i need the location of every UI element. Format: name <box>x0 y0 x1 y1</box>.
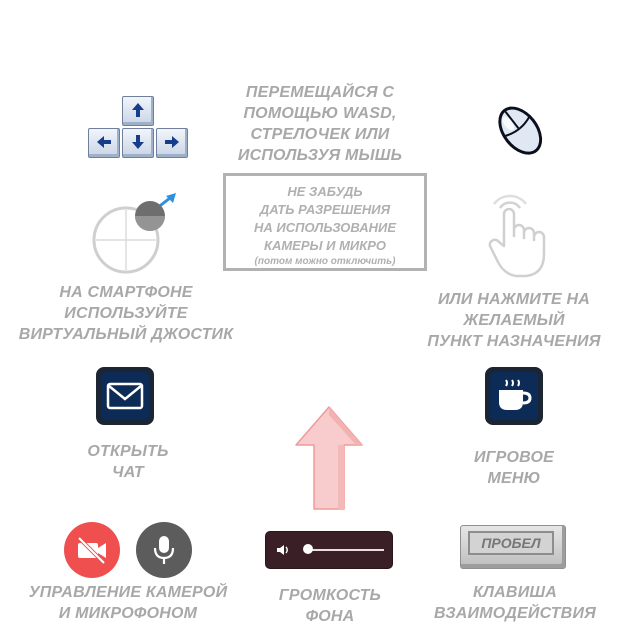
move-line-2: ПОМОЩЬЮ WASD, <box>243 105 397 122</box>
arrow-left-key <box>88 128 120 158</box>
move-line-4: ИСПОЛЬЗУЯ МЫШЬ <box>237 147 403 164</box>
spacebar-label: ПРОБЕЛ <box>468 531 554 555</box>
volume-slider-knob[interactable] <box>303 544 313 554</box>
joystick-line-1: НА СМАРТФОНЕ <box>59 284 193 301</box>
consent-note: (потом можно отключить) <box>254 256 396 267</box>
spacebar-key: ПРОБЕЛ <box>460 525 566 569</box>
interact-line-1: КЛАВИША <box>472 584 558 601</box>
coffee-cup-icon <box>499 379 532 410</box>
arrow-right-key <box>156 128 188 158</box>
arrow-up-key <box>122 96 154 126</box>
move-line-3: СТРЕЛОЧЕК ИЛИ <box>250 126 390 143</box>
volume-slider-track[interactable] <box>303 544 384 554</box>
menu-line-1: ИГРОВОЕ <box>473 449 555 466</box>
speaker-icon <box>277 545 288 555</box>
menu-label: ИГРОВОЕ МЕНЮ <box>454 447 574 489</box>
consent-line-2: ДАТЬ РАЗРЕШЕНИЯ <box>259 202 391 217</box>
consent-line-4: КАМЕРЫ И МИКРО <box>263 238 387 253</box>
joystick-line-3: ВИРТУАЛЬНЫЙ ДЖОСТИК <box>18 326 234 343</box>
media-line-1: УПРАВЛЕНИЕ КАМЕРОЙ <box>28 584 228 601</box>
mouse-icon <box>498 106 543 155</box>
background-volume-control[interactable] <box>266 532 392 568</box>
microphone-toggle-button[interactable] <box>136 522 192 578</box>
tap-instructions: ИЛИ НАЖМИТЕ НА ЖЕЛАЕМЫЙ ПУНКТ НАЗНАЧЕНИЯ <box>404 289 624 352</box>
tap-line-1: ИЛИ НАЖМИТЕ НА <box>437 291 591 308</box>
joystick-instructions: НА СМАРТФОНЕ ИСПОЛЬЗУЙТЕ ВИРТУАЛЬНЫЙ ДЖО… <box>4 282 248 345</box>
camera-off-icon <box>77 536 106 565</box>
media-line-2: И МИКРОФОНОМ <box>58 605 198 622</box>
chat-label: ОТКРЫТЬ ЧАТ <box>68 441 188 483</box>
consent-line-1: НЕ ЗАБУДЬ <box>287 184 363 199</box>
chat-line-2: ЧАТ <box>112 464 144 481</box>
up-arrow-icon <box>295 406 363 510</box>
volume-line-1: ГРОМКОСТЬ <box>278 587 382 604</box>
volume-label: ГРОМКОСТЬ ФОНА <box>262 585 398 627</box>
arrow-down-key <box>122 128 154 158</box>
arrow-keys-icon <box>86 96 190 160</box>
game-menu-button[interactable] <box>485 367 543 425</box>
chat-line-1: ОТКРЫТЬ <box>87 443 169 460</box>
microphone-icon <box>153 536 175 564</box>
tap-hand-icon <box>488 194 546 278</box>
open-chat-button[interactable] <box>96 367 154 425</box>
interact-line-2: ВЗАИМОДЕЙСТВИЯ <box>433 605 597 622</box>
camera-toggle-button[interactable] <box>64 522 120 578</box>
joystick-line-2: ИСПОЛЬЗУЙТЕ <box>64 305 188 322</box>
media-controls-label: УПРАВЛЕНИЕ КАМЕРОЙ И МИКРОФОНОМ <box>12 582 244 624</box>
volume-line-2: ФОНА <box>305 608 355 625</box>
consent-line-3: НА ИСПОЛЬЗОВАНИЕ <box>253 220 397 235</box>
move-line-1: ПЕРЕМЕЩАЙСЯ С <box>245 84 395 101</box>
interact-key-label: КЛАВИША ВЗАИМОДЕЙСТВИЯ <box>420 582 610 624</box>
tap-line-3: ПУНКТ НАЗНАЧЕНИЯ <box>427 333 601 350</box>
envelope-icon <box>106 382 144 410</box>
menu-line-2: МЕНЮ <box>487 470 541 487</box>
permissions-notice: НЕ ЗАБУДЬ ДАТЬ РАЗРЕШЕНИЯ НА ИСПОЛЬЗОВАН… <box>223 173 427 271</box>
virtual-joystick-icon <box>92 193 176 274</box>
move-instructions: ПЕРЕМЕЩАЙСЯ С ПОМОЩЬЮ WASD, СТРЕЛОЧЕК ИЛ… <box>220 82 420 166</box>
tap-line-2: ЖЕЛАЕМЫЙ <box>463 312 565 329</box>
